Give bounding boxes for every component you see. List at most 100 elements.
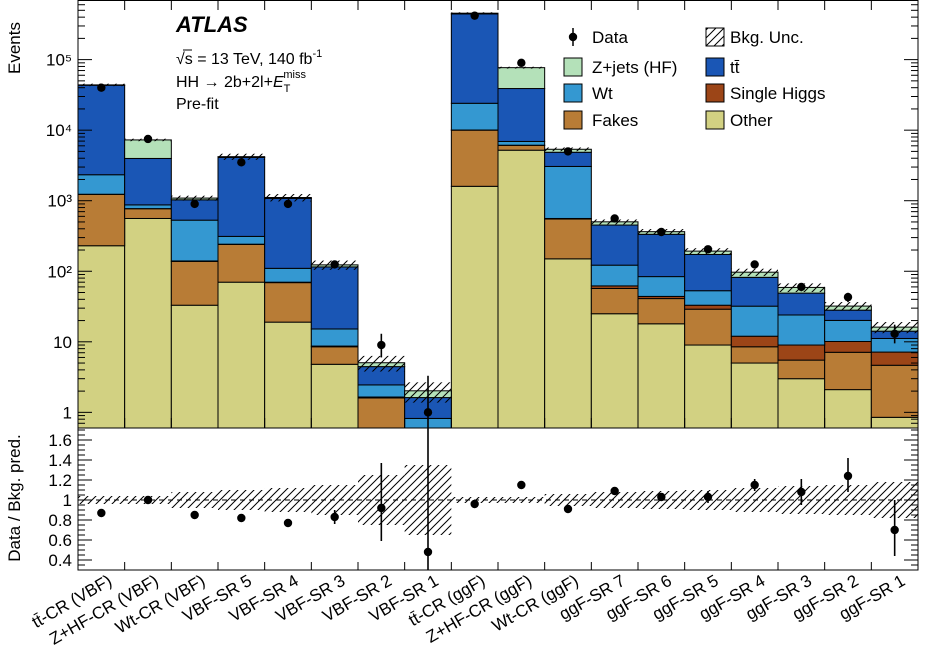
bar-fakes-9 [497,144,546,151]
bar-wt-4 [264,267,312,283]
upper-plot-area: 1 10 10² 10³ 10⁴ 10⁵ [46,0,919,429]
upper-y-axis-title: Events [5,22,24,74]
legend-label-fakes: Fakes [592,111,638,130]
legend-fakes-swatch [563,110,583,130]
legend-label-wt: Wt [592,84,613,103]
energy-label-text: √s = 13 TeV, 140 fb [176,51,313,68]
ratio-plot-area: 0.40.60.811.21.41.6 [48,427,919,571]
upper-ytick-label: 10⁴ [46,121,72,140]
unc-band-3 [218,153,265,160]
legend-other-swatch [705,110,725,130]
legend-label-unc: Bkg. Unc. [730,28,804,47]
bar-single-higgs-14 [730,335,779,348]
ratio-point-9 [517,480,526,490]
bar-single-higgs-16 [824,340,872,353]
bar-other-8 [450,185,499,428]
legend-unc-swatch [705,27,725,47]
unc-band-14 [731,268,778,277]
bar-fakes-17 [870,364,918,418]
energy-label-exponent: -1 [312,48,322,60]
legend-label-singleh: Single Higgs [730,84,825,103]
data-point-7 [423,408,433,417]
data-point-1 [143,134,153,144]
bar-fakes-3 [217,243,266,283]
data-point-15 [797,282,806,292]
bar-fakes-12 [637,298,686,325]
x-axis-category-labels: tt̄-CR (VBF)Z+HF-CR (VBF)Wt-CR (VBF)VBF-… [29,571,909,649]
bar-wt-15 [777,314,826,346]
bar-t-t-9 [497,88,546,142]
bar-wt-9 [497,140,546,146]
bar-wt-8 [450,102,499,131]
bar-z-jets-hf--9 [497,67,546,90]
bar-other-10 [544,258,592,428]
data-point-6 [377,340,386,350]
bar-wt-0 [78,174,126,195]
lower-ytick-label: 0.4 [48,551,72,570]
channel-superscript: miss [283,69,306,81]
data-point-4 [283,199,293,209]
legend-singleh-swatch [705,83,725,103]
legend-label-other: Other [730,111,773,130]
data-points [97,11,899,428]
bar-other-2 [170,304,219,428]
bar-t-t-5 [310,266,359,330]
ratio-point-12 [657,492,666,502]
ratio-unc-band-0 [78,496,125,504]
data-point-3 [237,158,246,167]
legend-label-data: Data [592,28,628,47]
bar-wt-10 [544,165,592,219]
ratio-point-6 [377,503,386,513]
legend-wt-swatch [563,83,583,103]
bar-fakes-6 [357,397,406,428]
lower-y-axis-title: Data / Bkg. pred. [5,434,24,562]
bar-t-t-15 [777,292,826,316]
data-point-16 [843,292,853,302]
bar-fakes-10 [544,218,592,260]
unc-band-9 [498,66,545,69]
bar-other-14 [730,362,779,428]
data-point-9 [517,58,526,68]
legend-data-marker [568,32,578,42]
bar-wt-12 [637,276,686,297]
ratio-unc-band-11 [591,492,638,508]
data-point-17 [890,329,899,338]
legend-ttbar-swatch [705,57,725,77]
ratio-point-10 [563,504,573,514]
ratio-point-1 [143,495,153,505]
data-point-5 [330,260,339,269]
lower-ytick-label: 1.4 [48,451,72,470]
bar-single-higgs-15 [777,344,826,361]
bar-fakes-15 [777,359,826,380]
ratio-point-17 [890,525,899,535]
bar-wt-1 [124,204,172,210]
bar-other-5 [310,363,359,428]
bar-other-0 [78,245,126,428]
bar-fakes-5 [310,346,359,365]
legend-entry-ttbar: tt̄ [705,57,740,77]
bar-t-t-1 [124,157,172,206]
lower-ytick-label: 1.6 [48,431,72,450]
legend-entry-other: Other [705,110,773,130]
data-point-2 [190,199,199,209]
bar-t-t-14 [730,276,779,307]
lower-y-ticks: 0.40.60.811.21.41.6 [48,429,918,571]
atlas-label: ATLAS [175,12,248,37]
bar-wt-3 [217,235,266,245]
ratio-point-3 [237,513,246,523]
data-point-14 [750,260,759,269]
channel-label: HH → 2b+2l+ETmiss [176,69,306,95]
ratio-unc-band-2 [171,492,218,508]
data-point-11 [610,214,619,223]
bar-t-t-8 [450,13,499,104]
upper-y-ticks: 1 10 10² 10³ 10⁴ 10⁵ [46,0,918,429]
upper-ytick-label: 1 [63,403,72,422]
legend: Data Bkg. Unc. Z+jets (HF) tt̄ Wt Single… [563,27,825,130]
ratio-point-4 [283,518,293,528]
bar-other-9 [497,149,546,428]
legend-zjets-swatch [563,57,583,77]
bar-wt-16 [824,319,872,342]
prefit-label: Pre-fit [176,96,219,113]
unc-band-2 [171,195,218,201]
